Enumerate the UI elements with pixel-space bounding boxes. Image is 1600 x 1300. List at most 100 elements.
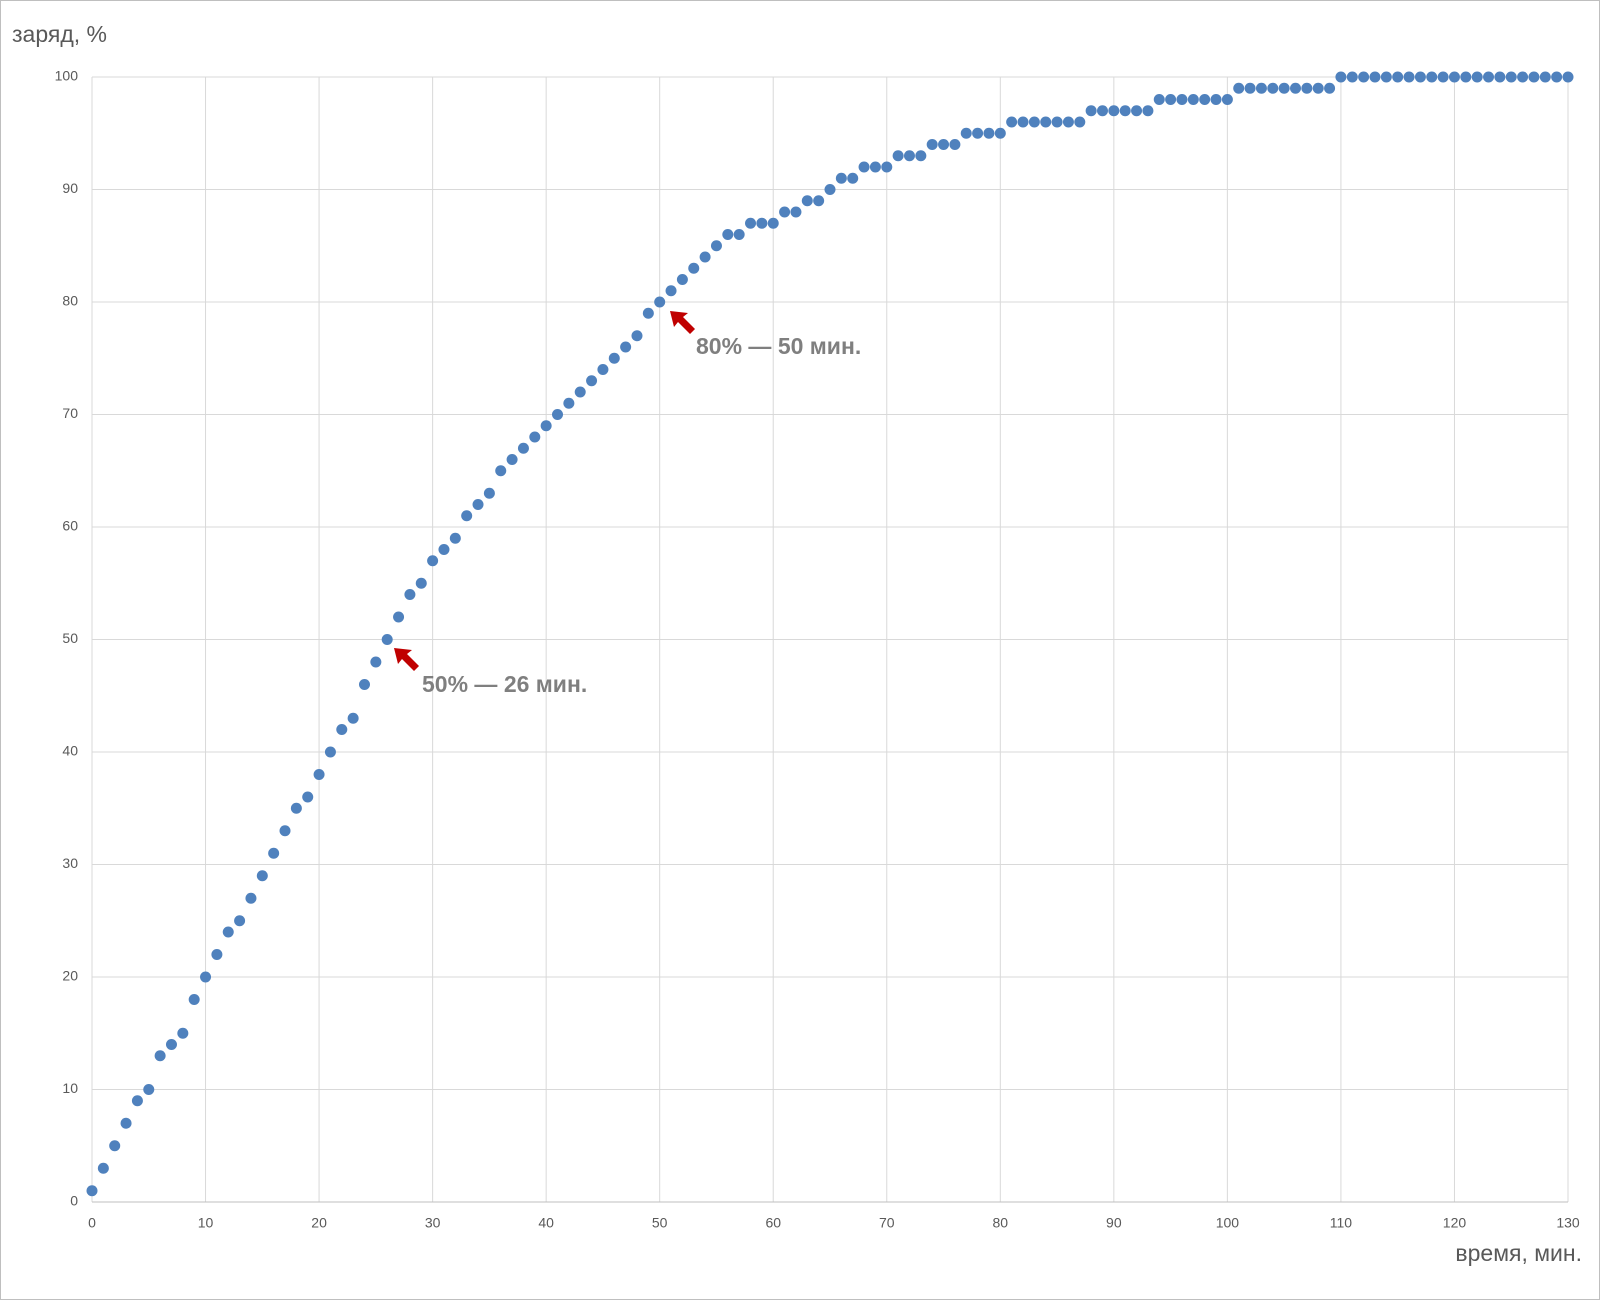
point	[154, 1050, 166, 1062]
point	[461, 510, 473, 522]
y-tick-label: 20	[62, 968, 78, 984]
point	[972, 127, 984, 139]
point	[824, 184, 836, 195]
point	[994, 127, 1006, 139]
point	[710, 240, 722, 252]
point	[222, 926, 234, 938]
x-tick-label: 30	[425, 1215, 441, 1231]
point	[1028, 116, 1040, 128]
point	[245, 892, 257, 904]
annotation: 50% — 26 мин.	[422, 671, 587, 697]
point	[1324, 82, 1336, 94]
point	[529, 431, 541, 443]
point	[370, 656, 382, 668]
point	[1448, 71, 1460, 83]
x-tick-label: 80	[993, 1215, 1009, 1231]
y-axis-title: заряд, %	[12, 21, 107, 47]
point	[495, 465, 507, 477]
point	[869, 161, 881, 173]
y-tick-label: 40	[62, 743, 78, 759]
point	[631, 330, 643, 342]
point	[608, 352, 620, 364]
point	[200, 971, 212, 983]
point	[1199, 94, 1211, 105]
point	[642, 307, 654, 319]
point	[1392, 71, 1404, 83]
point	[1210, 94, 1222, 105]
point	[1380, 71, 1392, 83]
point	[1074, 116, 1086, 128]
point	[483, 487, 495, 499]
point	[676, 274, 688, 285]
x-tick-label: 20	[311, 1215, 327, 1231]
annotation-arrow	[394, 648, 419, 671]
x-tick-label: 130	[1556, 1215, 1580, 1231]
point	[1562, 71, 1574, 83]
point	[915, 150, 927, 162]
y-tick-label: 90	[62, 180, 78, 196]
point	[1051, 116, 1063, 128]
point	[1153, 94, 1165, 105]
point	[290, 802, 302, 814]
point	[1233, 82, 1245, 94]
point	[745, 217, 757, 229]
x-tick-label: 70	[879, 1215, 895, 1231]
x-tick-label: 0	[88, 1215, 96, 1231]
point	[1255, 82, 1267, 94]
point	[427, 555, 439, 567]
point	[903, 150, 915, 162]
point	[654, 296, 666, 308]
point	[1369, 71, 1381, 83]
point	[722, 229, 734, 240]
point	[960, 127, 972, 139]
point	[1221, 94, 1233, 105]
point	[699, 251, 711, 263]
point	[597, 364, 609, 375]
y-tick-label: 10	[62, 1080, 78, 1096]
point	[1312, 82, 1324, 94]
point	[449, 532, 461, 544]
y-tick-label: 100	[55, 68, 79, 84]
point	[517, 442, 529, 454]
point	[665, 285, 677, 297]
point	[211, 949, 223, 960]
point	[1244, 82, 1256, 94]
point	[858, 161, 870, 173]
y-tick-label: 30	[62, 855, 78, 871]
point	[393, 611, 405, 623]
point	[347, 712, 359, 724]
point	[120, 1117, 132, 1129]
point	[892, 150, 904, 162]
x-tick-label: 50	[652, 1215, 668, 1231]
point	[1483, 71, 1495, 83]
point	[779, 206, 791, 218]
point	[1539, 71, 1551, 83]
point	[926, 139, 938, 150]
x-tick-label: 110	[1330, 1215, 1353, 1231]
point	[313, 769, 325, 780]
annotation-arrow	[670, 311, 695, 334]
point	[109, 1140, 121, 1152]
point	[790, 206, 802, 218]
point	[1165, 94, 1177, 105]
point	[86, 1185, 98, 1197]
point	[586, 375, 598, 387]
point	[97, 1162, 109, 1174]
point	[1006, 116, 1018, 128]
x-tick-label: 120	[1443, 1215, 1467, 1231]
point	[268, 847, 280, 859]
point	[1403, 71, 1415, 83]
y-tick-label: 0	[70, 1193, 78, 1209]
point	[302, 791, 314, 803]
point	[1517, 71, 1529, 83]
point	[1187, 94, 1199, 105]
y-tick-label: 60	[62, 518, 78, 534]
point	[1528, 71, 1540, 83]
point	[1267, 82, 1279, 94]
point	[472, 499, 484, 510]
y-tick-label: 50	[62, 630, 78, 646]
point	[1119, 105, 1131, 117]
